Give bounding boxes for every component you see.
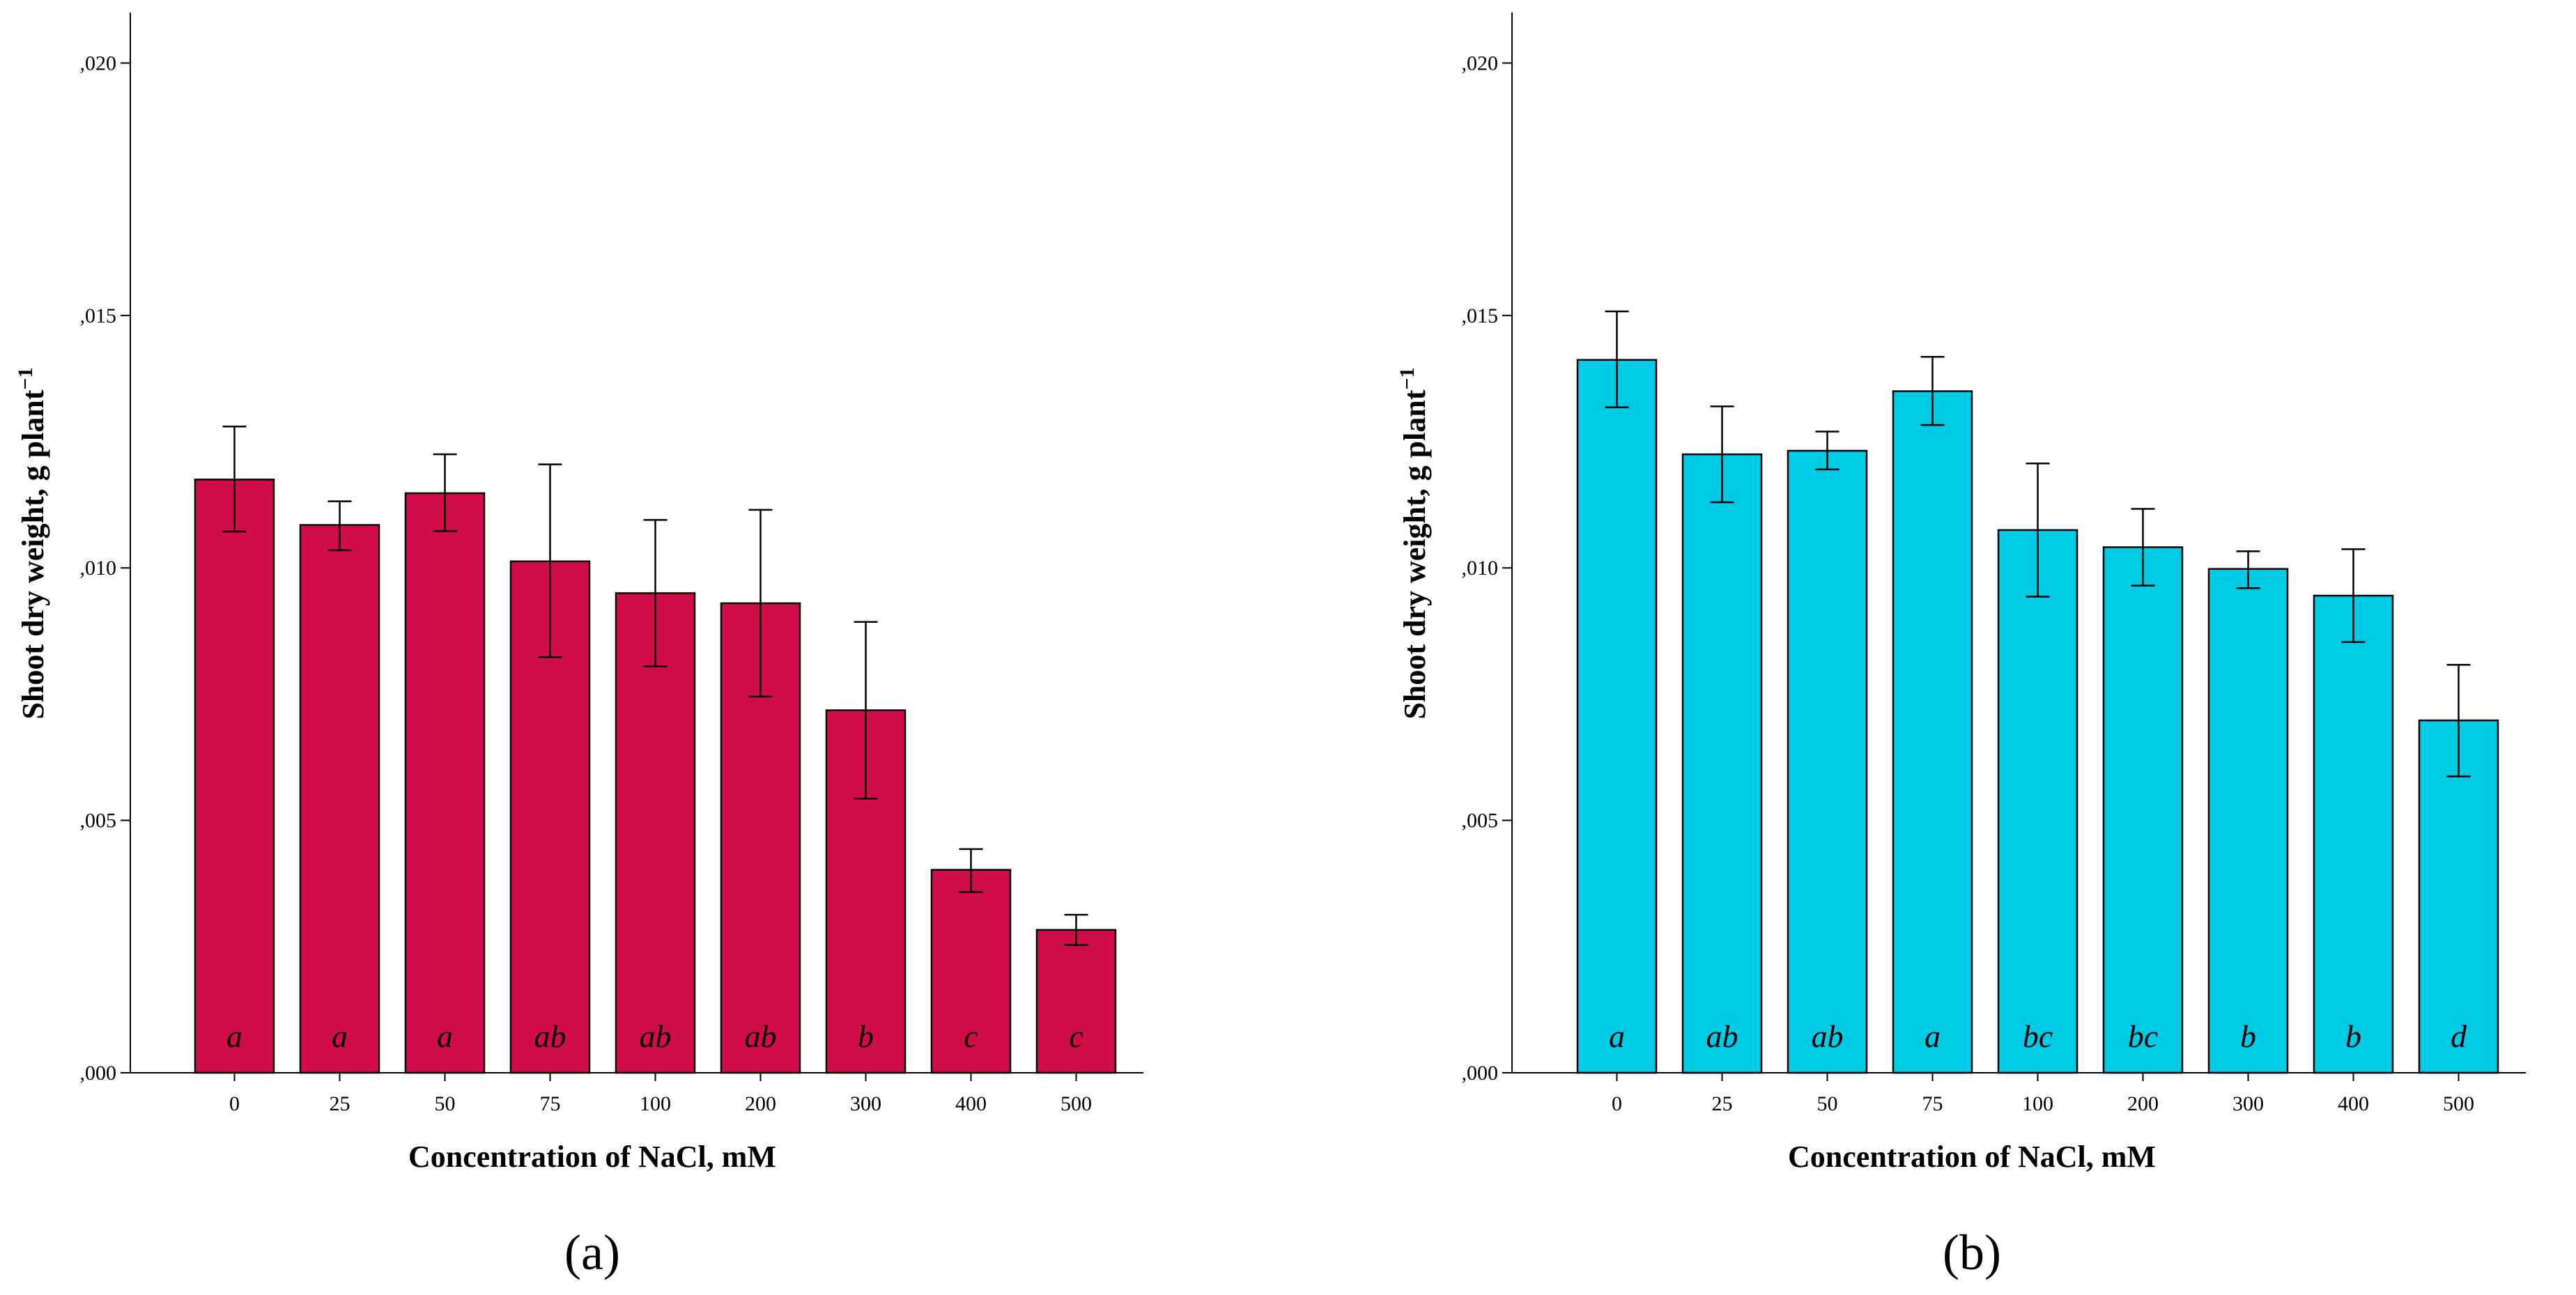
y-axis-title-text: Shoot dry weight, g plant: [16, 389, 50, 719]
significance-letter: a: [332, 1018, 348, 1054]
significance-letter: a: [226, 1018, 242, 1054]
x-tick-label: 50: [435, 1092, 456, 1115]
y-tick-label: ,005: [1462, 809, 1499, 832]
panel-label: (a): [564, 1225, 620, 1280]
y-tick-label: ,005: [80, 809, 117, 832]
significance-letter: a: [1925, 1018, 1941, 1054]
x-tick-label: 0: [1612, 1092, 1622, 1115]
x-tick-label: 50: [1817, 1092, 1838, 1115]
bar: [2102, 546, 2184, 1074]
bar: [1681, 453, 1763, 1074]
bar: [2313, 594, 2394, 1074]
x-tick-label: 500: [1061, 1092, 1092, 1115]
x-tick-label: 25: [330, 1092, 350, 1115]
y-tick-label: ,015: [80, 304, 117, 327]
bar: [1576, 359, 1658, 1074]
panel-label: (b): [1943, 1225, 2001, 1280]
significance-letter: ab: [1812, 1018, 1844, 1054]
bar: [194, 479, 275, 1074]
significance-letter: b: [2345, 1018, 2361, 1054]
significance-letter: bc: [2128, 1018, 2158, 1054]
x-tick-label: 25: [1712, 1092, 1733, 1115]
bar: [1787, 449, 1868, 1074]
x-tick-label: 200: [745, 1092, 776, 1115]
x-tick-label: 75: [540, 1092, 561, 1115]
significance-letter: c: [1069, 1018, 1083, 1054]
x-axis-title: Concentration of NaCl, mM: [1788, 1140, 2156, 1174]
x-tick-label: 75: [1922, 1092, 1943, 1115]
bar: [2207, 568, 2289, 1074]
significance-letter: b: [2240, 1018, 2256, 1054]
significance-letter: a: [437, 1018, 453, 1054]
significance-letter: ab: [640, 1018, 672, 1054]
significance-letter: ab: [1706, 1018, 1738, 1054]
bar: [615, 592, 696, 1074]
x-axis-title: Concentration of NaCl, mM: [408, 1140, 776, 1174]
significance-letter: bc: [2023, 1018, 2053, 1054]
x-tick-label: 500: [2443, 1092, 2474, 1115]
x-tick-label: 400: [2338, 1092, 2369, 1115]
y-tick-label: ,020: [80, 52, 117, 75]
x-tick-label: 100: [640, 1092, 671, 1115]
significance-letter: d: [2451, 1018, 2467, 1054]
bar: [1892, 390, 1973, 1074]
bar: [2418, 719, 2499, 1074]
bar: [404, 492, 486, 1074]
chart-b: ,000 ,005 ,010 ,015 ,020 a 0 ab 25 ab 50 a 75 bc 100 bc…: [1396, 13, 2526, 1280]
y-axis-title-text: Shoot dry weight, g plant: [1398, 389, 1432, 719]
significance-letter: ab: [745, 1018, 777, 1054]
y-tick-label: ,020: [1462, 52, 1499, 75]
y-axis-title-superscript: −1: [14, 367, 37, 389]
y-tick-label: ,010: [1462, 557, 1499, 580]
significance-letter: a: [1609, 1018, 1625, 1054]
bar: [299, 524, 380, 1074]
x-tick-label: 300: [2232, 1092, 2264, 1115]
x-tick-label: 200: [2127, 1092, 2159, 1115]
significance-letter: b: [858, 1018, 874, 1054]
bar: [1997, 529, 2078, 1074]
x-tick-label: 400: [955, 1092, 987, 1115]
y-tick-label: ,000: [1462, 1062, 1499, 1085]
x-tick-label: 100: [2022, 1092, 2053, 1115]
x-tick-label: 0: [229, 1092, 240, 1115]
significance-letter: c: [964, 1018, 978, 1054]
y-tick-label: ,015: [1462, 304, 1499, 327]
y-axis-title: Shoot dry weight, g plant−1: [1396, 367, 1432, 719]
y-axis-title-superscript: −1: [1396, 367, 1419, 389]
y-axis-title: Shoot dry weight, g plant−1: [14, 367, 50, 719]
x-tick-label: 300: [850, 1092, 881, 1115]
significance-letter: ab: [534, 1018, 566, 1054]
chart-a: ,000 ,005 ,010 ,015 ,020 a 0 a 25 a 50 ab 75 ab 100 ab 2…: [14, 13, 1143, 1280]
y-tick-label: ,000: [80, 1062, 117, 1085]
y-tick-label: ,010: [80, 557, 117, 580]
